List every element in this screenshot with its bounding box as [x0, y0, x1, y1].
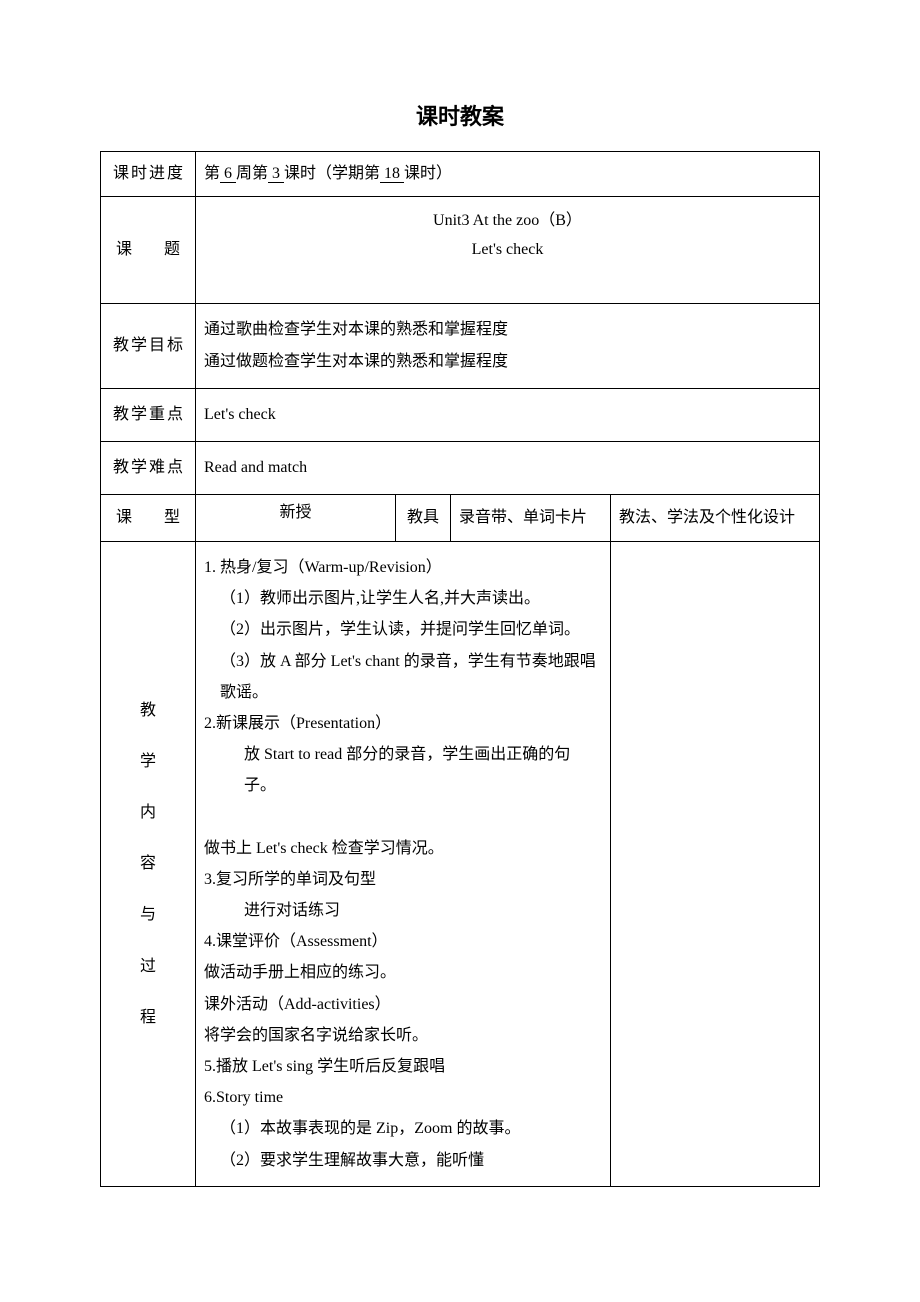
content-l16: （1）本故事表现的是 Zip，Zoom 的故事。 [204, 1113, 602, 1144]
goals-value: 通过歌曲检查学生对本课的熟悉和掌握程度 通过做题检查学生对本课的熟悉和掌握程度 [196, 304, 820, 389]
content-l02: （1）教师出示图片,让学生人名,并大声读出。 [204, 583, 602, 614]
progress-mid2: 课时（学期第 [284, 165, 380, 182]
content-l12: 课外活动（Add-activities） [204, 989, 602, 1020]
content-label-c2: 学 [109, 736, 187, 787]
label-progress: 课时进度 [101, 152, 196, 197]
lesson-plan-table: 课时进度 第6周第3课时（学期第18课时） 课 题 Unit3 At the z… [100, 151, 820, 1187]
label-focus: 教学重点 [101, 389, 196, 442]
goals-line2: 通过做题检查学生对本课的熟悉和掌握程度 [204, 346, 811, 378]
progress-value: 第6周第3课时（学期第18课时） [196, 152, 820, 197]
content-label-c7: 程 [109, 992, 187, 1043]
content-l01: 1. 热身/复习（Warm-up/Revision） [204, 552, 602, 583]
content-l09: 进行对话练习 [204, 895, 602, 926]
content-label-c1: 教 [109, 685, 187, 736]
topic-line1: Unit3 At the zoo（B） [204, 207, 811, 236]
type-value: 新授 [196, 495, 396, 542]
progress-suffix: 课时） [404, 165, 452, 182]
content-l06: 放 Start to read 部分的录音，学生画出正确的句子。 [204, 739, 602, 801]
content-l10: 4.课堂评价（Assessment） [204, 926, 602, 957]
topic-line2: Let's check [204, 236, 811, 265]
content-label-c5: 与 [109, 889, 187, 940]
topic-value: Unit3 At the zoo（B） Let's check [196, 197, 820, 304]
content-l15: 6.Story time [204, 1082, 602, 1113]
content-label-c3: 内 [109, 787, 187, 838]
content-label-c6: 过 [109, 941, 187, 992]
content-l07: 做书上 Let's check 检查学习情况。 [204, 833, 602, 864]
method-notes [611, 541, 820, 1186]
progress-week-no: 6 [220, 165, 236, 183]
progress-prefix: 第 [204, 165, 220, 182]
progress-mid1: 周第 [236, 165, 268, 182]
label-content: 教 学 内 容 与 过 程 [101, 541, 196, 1186]
goals-line1: 通过歌曲检查学生对本课的熟悉和掌握程度 [204, 314, 811, 346]
content-body: 1. 热身/复习（Warm-up/Revision） （1）教师出示图片,让学生… [196, 541, 611, 1186]
content-l03: （2）出示图片，学生认读，并提问学生回忆单词。 [204, 614, 602, 645]
focus-value: Let's check [196, 389, 820, 442]
tools-value: 录音带、单词卡片 [451, 495, 611, 542]
progress-period-no: 3 [268, 165, 284, 183]
content-l08: 3.复习所学的单词及句型 [204, 864, 602, 895]
content-l17: （2）要求学生理解故事大意，能听懂 [204, 1145, 602, 1176]
label-topic: 课 题 [101, 197, 196, 304]
page-title: 课时教案 [100, 100, 820, 133]
difficulty-value: Read and match [196, 442, 820, 495]
method-header: 教法、学法及个性化设计 [611, 495, 820, 542]
label-tools: 教具 [396, 495, 451, 542]
content-l14: 5.播放 Let's sing 学生听后反复跟唱 [204, 1051, 602, 1082]
label-difficulty: 教学难点 [101, 442, 196, 495]
content-label-c4: 容 [109, 838, 187, 889]
content-l11: 做活动手册上相应的练习。 [204, 957, 602, 988]
content-l05: 2.新课展示（Presentation） [204, 708, 602, 739]
content-l04: （3）放 A 部分 Let's chant 的录音，学生有节奏地跟唱歌谣。 [204, 646, 602, 708]
label-type: 课 型 [101, 495, 196, 542]
progress-term-no: 18 [380, 165, 404, 183]
content-l13: 将学会的国家名字说给家长听。 [204, 1020, 602, 1051]
label-goals: 教学目标 [101, 304, 196, 389]
